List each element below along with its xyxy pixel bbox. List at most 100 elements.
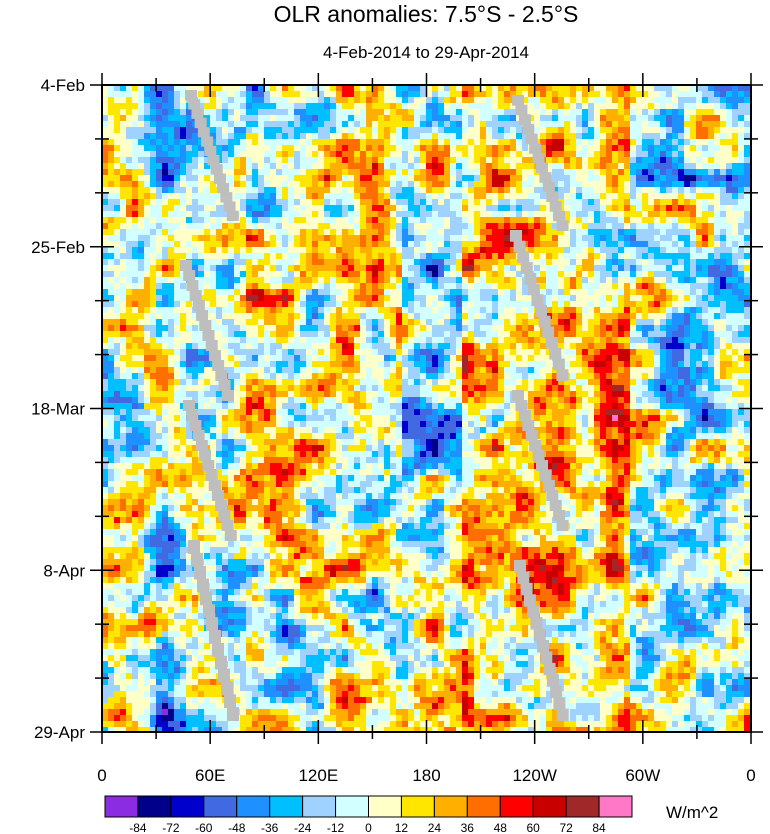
field-cell <box>498 307 505 314</box>
field-cell <box>306 139 313 146</box>
field-cell <box>384 355 391 362</box>
field-cell <box>726 205 733 212</box>
field-cell <box>354 145 361 152</box>
field-cell <box>744 157 751 164</box>
field-cell <box>276 211 283 218</box>
field-cell <box>474 271 481 278</box>
field-cell <box>696 109 703 116</box>
field-cell <box>132 103 139 110</box>
field-cell <box>318 205 325 212</box>
field-cell <box>702 223 709 230</box>
field-cell <box>588 217 595 224</box>
field-cell <box>318 139 325 146</box>
field-cell <box>672 127 679 134</box>
field-cell <box>618 283 625 290</box>
field-cell <box>150 187 157 194</box>
field-cell <box>138 235 145 242</box>
field-cell <box>126 115 133 122</box>
field-cell <box>414 181 421 188</box>
field-cell <box>528 109 535 116</box>
field-cell <box>738 121 745 128</box>
field-cell <box>642 103 649 110</box>
field-cell <box>708 145 715 152</box>
field-cell <box>582 121 589 128</box>
field-cell <box>288 301 295 308</box>
field-cell <box>690 337 697 344</box>
field-cell <box>426 175 433 182</box>
field-cell <box>276 247 283 254</box>
field-cell <box>396 283 403 290</box>
field-cell <box>330 241 337 248</box>
field-cell <box>324 211 331 218</box>
field-cell <box>180 301 187 308</box>
field-cell <box>714 247 721 254</box>
field-cell <box>576 247 583 254</box>
field-cell <box>300 163 307 170</box>
field-cell <box>510 211 517 218</box>
field-cell <box>516 139 523 146</box>
field-cell <box>264 151 271 158</box>
field-cell <box>630 247 637 254</box>
field-cell <box>120 115 127 122</box>
field-cell <box>174 205 181 212</box>
field-cell <box>282 193 289 200</box>
field-cell <box>396 223 403 230</box>
field-cell <box>228 187 235 194</box>
field-cell <box>294 181 301 188</box>
field-cell <box>408 217 415 224</box>
field-cell <box>222 217 229 224</box>
field-cell <box>396 313 403 320</box>
field-cell <box>150 121 157 128</box>
field-cell <box>306 199 313 206</box>
field-cell <box>330 343 337 350</box>
field-cell <box>438 241 445 248</box>
field-cell <box>570 301 577 308</box>
field-cell <box>318 253 325 260</box>
field-cell <box>666 163 673 170</box>
field-cell <box>282 331 289 338</box>
field-cell <box>450 187 457 194</box>
field-cell <box>690 199 697 206</box>
field-cell <box>162 253 169 260</box>
field-cell <box>468 139 475 146</box>
field-cell <box>360 121 367 128</box>
field-cell <box>444 271 451 278</box>
field-cell <box>480 349 487 356</box>
field-cell <box>636 175 643 182</box>
field-cell <box>438 217 445 224</box>
field-cell <box>264 223 271 230</box>
field-cell <box>456 271 463 278</box>
field-cell <box>342 109 349 116</box>
field-cell <box>516 325 523 332</box>
field-cell <box>612 109 619 116</box>
field-cell <box>444 355 451 362</box>
field-cell <box>336 217 343 224</box>
field-cell <box>726 259 733 266</box>
field-cell <box>606 265 613 272</box>
field-cell <box>396 121 403 128</box>
field-cell <box>480 97 487 104</box>
field-cell <box>636 121 643 128</box>
field-cell <box>378 277 385 284</box>
field-cell <box>510 337 517 344</box>
field-cell <box>732 211 739 218</box>
field-cell <box>336 85 343 92</box>
field-cell <box>144 283 151 290</box>
field-cell <box>624 91 631 98</box>
field-cell <box>660 241 667 248</box>
field-cell <box>174 229 181 236</box>
field-cell <box>510 193 517 200</box>
field-cell <box>708 307 715 314</box>
field-cell <box>354 325 361 332</box>
field-cell <box>156 223 163 230</box>
field-cell <box>144 241 151 248</box>
field-cell <box>714 181 721 188</box>
field-cell <box>648 325 655 332</box>
field-cell <box>162 157 169 164</box>
field-cell <box>558 337 565 344</box>
field-cell <box>372 355 379 362</box>
field-cell <box>666 229 673 236</box>
field-cell <box>204 229 211 236</box>
field-cell <box>642 187 649 194</box>
field-cell <box>360 325 367 332</box>
